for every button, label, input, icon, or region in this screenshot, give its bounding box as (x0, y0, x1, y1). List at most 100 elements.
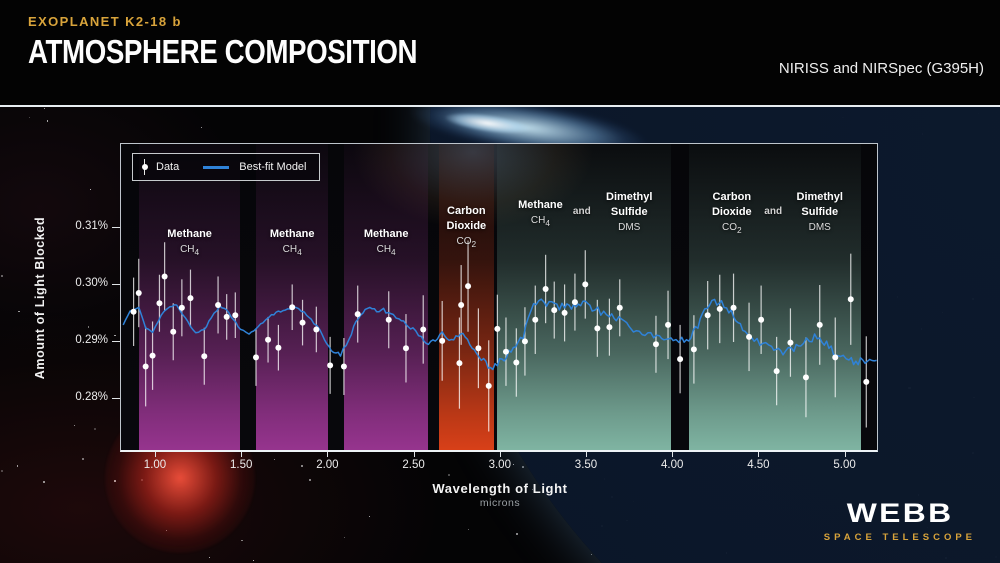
x-tick-label: 4.50 (747, 459, 770, 471)
data-point (178, 304, 185, 311)
data-point (716, 305, 723, 312)
y-tick-label: 0.29% (75, 334, 108, 346)
x-tick-label: 3.00 (488, 459, 511, 471)
x-tick-label: 1.00 (143, 459, 167, 471)
plot-canvas: Methane CH4 Methane CH4 Methane CH4 Carbon Diox… (121, 144, 877, 450)
band-label-connector: and (572, 206, 591, 217)
y-tick-mark (112, 341, 120, 342)
molecule-name: Carbon Dioxide (446, 205, 487, 232)
data-point (402, 345, 409, 352)
y-tick-mark (112, 398, 120, 399)
data-point (215, 301, 222, 308)
data-point (289, 304, 296, 311)
spectrum-chart (122, 240, 877, 432)
x-tick-label: 5.00 (833, 459, 856, 471)
data-point (265, 336, 272, 343)
molecule-formula: CO2 (721, 221, 742, 235)
band-label: Dimethyl Sulfide DMS (606, 190, 652, 234)
x-tick-mark (327, 452, 329, 457)
molecule-name: Methane (518, 199, 563, 211)
molecule-formula: CO2 (456, 235, 477, 249)
best-fit-model-line (122, 298, 877, 371)
data-point (616, 304, 623, 311)
instrument-label: NIRISS and NIRSpec (G395H) (778, 60, 984, 77)
data-point (594, 325, 601, 332)
molecule-name: Dimethyl Sulfide (606, 191, 653, 218)
page-title: ATMOSPHERE COMPOSITION (28, 33, 418, 70)
x-tick-label: 3.50 (574, 459, 598, 471)
data-point (494, 325, 501, 332)
webb-logo-subtitle: SPACE TELESCOPE (823, 532, 976, 543)
data-point (187, 295, 194, 302)
data-point (354, 311, 361, 318)
y-tick-label: 0.28% (75, 391, 108, 403)
star (252, 560, 254, 562)
data-point (561, 309, 568, 316)
legend-model-label: Best-fit Model (239, 161, 307, 173)
data-point (223, 313, 230, 320)
data-point (149, 352, 156, 359)
x-tick-label: 2.50 (402, 459, 425, 471)
data-point (327, 362, 334, 369)
webb-logo: WEBB SPACE TELESCOPE (824, 498, 976, 543)
x-tick-mark (155, 452, 156, 457)
y-tick-label: 0.31% (75, 220, 108, 232)
star (82, 457, 84, 460)
star (94, 428, 96, 431)
data-point (252, 354, 259, 361)
data-point (275, 344, 282, 351)
data-point (582, 281, 589, 288)
molecule-formula: CH4 (282, 243, 302, 257)
y-tick-mark (112, 227, 120, 228)
data-point (704, 312, 711, 319)
data-point (571, 299, 578, 306)
x-tick-label: 4.00 (660, 459, 684, 471)
data-point (313, 326, 320, 333)
star (273, 458, 276, 461)
star (241, 539, 243, 541)
data-point (773, 368, 780, 375)
molecule-name: Carbon Dioxide (711, 191, 752, 218)
star (200, 127, 202, 128)
molecule-formula: DMS (618, 221, 641, 233)
data-point (340, 363, 347, 370)
legend-data-label: Data (156, 161, 180, 173)
star (515, 532, 518, 535)
data-point (532, 316, 539, 323)
star (467, 528, 469, 531)
star (1, 470, 4, 473)
molecule-formula: DMS (808, 221, 831, 233)
data-point-icon (141, 159, 148, 175)
star (591, 553, 593, 556)
molecule-name: Methane (269, 228, 315, 240)
x-axis-title: Wavelength of Light (432, 481, 568, 496)
legend: Data Best-fit Model (132, 153, 320, 181)
absorption-band-carbon-dioxide-and-dimethyl-sulfide (688, 144, 862, 450)
star (309, 478, 312, 481)
data-point (170, 328, 177, 335)
data-point (465, 283, 472, 290)
star (512, 463, 514, 465)
data-point (677, 356, 684, 363)
molecule-formula: CH4 (530, 214, 550, 228)
data-point (551, 307, 558, 314)
data-point (816, 321, 823, 328)
x-tick-mark (241, 452, 243, 457)
star (28, 116, 30, 118)
data-point (863, 378, 870, 385)
data-point (156, 300, 163, 307)
x-tick-mark (413, 452, 415, 457)
data-point (787, 339, 794, 346)
band-label: Methane CH4 (364, 227, 409, 258)
data-point (542, 285, 549, 292)
data-point (690, 346, 697, 353)
molecule-name: Methane (363, 228, 409, 240)
absorption-band-methane-and-dimethyl-sulfide (497, 144, 672, 450)
data-point (502, 348, 509, 355)
data-points (130, 273, 870, 389)
band-label: Carbon Dioxide CO2 (712, 190, 752, 236)
star (522, 466, 525, 469)
plot-area: Methane CH4 Methane CH4 Methane CH4 Carbon Diox… (120, 143, 878, 452)
data-point (130, 308, 137, 315)
molecule-name: Dimethyl Sulfide (796, 191, 843, 218)
